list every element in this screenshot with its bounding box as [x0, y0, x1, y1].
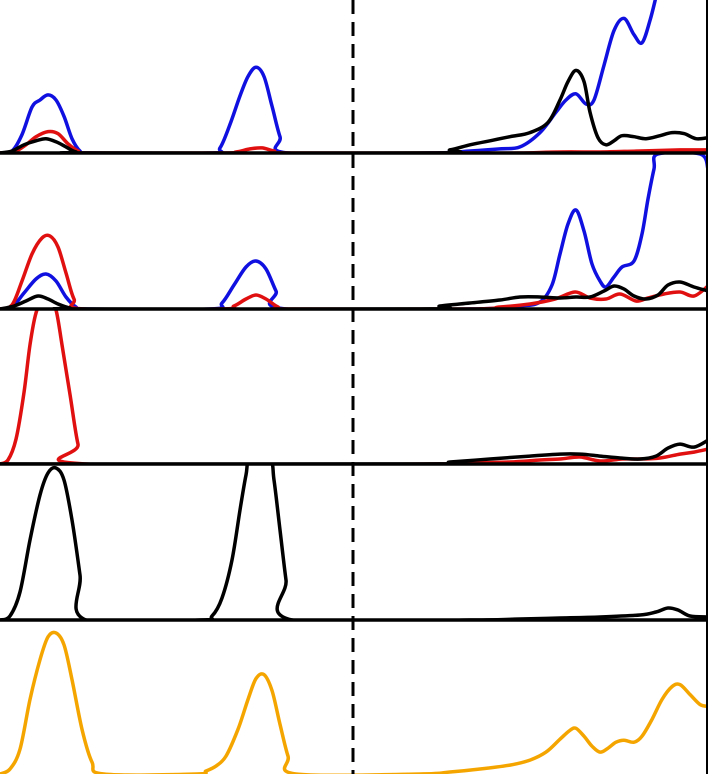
panel-2-series-3-line: [0, 280, 708, 309]
panel-4-series-1-line: [0, 465, 708, 620]
panel-5: [0, 630, 708, 774]
panel-5-series-1-line: [0, 630, 708, 774]
panel-4: [0, 465, 708, 620]
panel-2-series-2-line: [0, 233, 708, 309]
panel-1-series-1-line: [0, 0, 658, 153]
panel-1-series-3-line: [0, 68, 708, 153]
